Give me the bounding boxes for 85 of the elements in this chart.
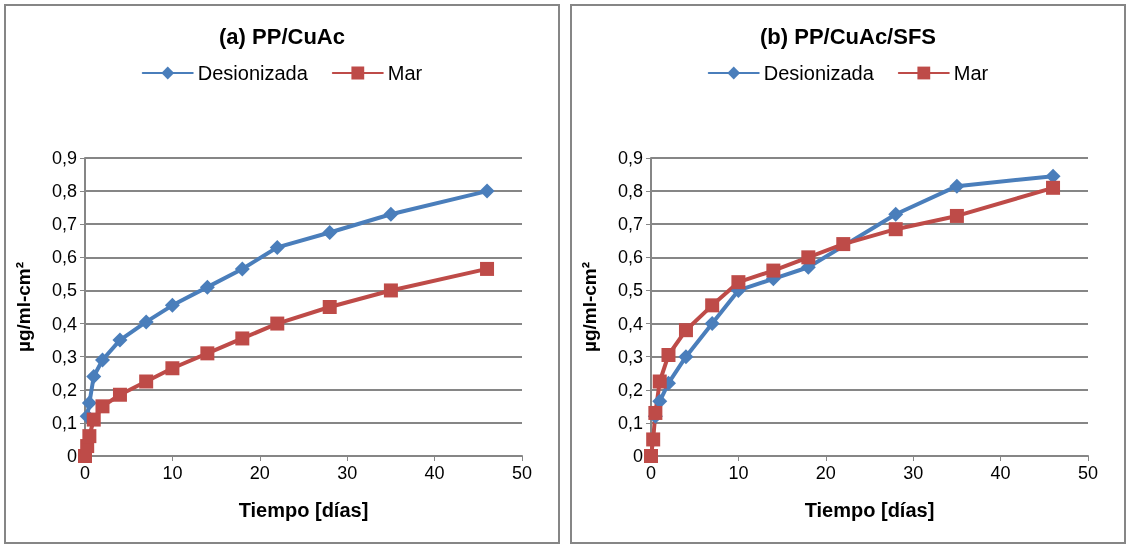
point	[95, 399, 110, 414]
y-tick-label: 0,3	[51, 346, 77, 367]
x-tick-label: 10	[728, 463, 749, 483]
x-tick-label: 30	[337, 463, 358, 483]
point	[888, 206, 904, 222]
point	[269, 239, 285, 255]
point	[678, 349, 694, 365]
point	[480, 261, 495, 276]
chart-title: (a) PP/CuAc	[219, 23, 345, 49]
y-tick-label: 0,4	[617, 313, 643, 334]
x-tick-label: 20	[815, 463, 836, 483]
y-tick-label: 0,7	[617, 214, 643, 235]
x-tick-label: 20	[249, 463, 270, 483]
y-tick-label: 0,8	[617, 181, 643, 202]
y-tick-label: 0	[66, 446, 77, 466]
point	[94, 352, 110, 368]
x-tick-label: 10	[162, 463, 183, 483]
x-tick-label: 40	[424, 463, 445, 483]
point	[801, 250, 816, 265]
point	[234, 261, 250, 277]
point	[731, 275, 746, 290]
point	[199, 279, 215, 295]
y-tick-label: 0	[632, 446, 643, 466]
point	[652, 374, 667, 389]
y-tick-label: 0,5	[617, 280, 643, 301]
point	[112, 332, 128, 348]
x-axis-title: Tiempo [días]	[804, 499, 935, 521]
point	[648, 405, 663, 420]
point	[200, 346, 215, 361]
point	[836, 237, 851, 252]
y-tick-label: 0,2	[617, 379, 643, 400]
point	[139, 374, 154, 389]
point	[678, 323, 693, 338]
y-tick-label: 0,7	[51, 214, 77, 235]
point	[235, 331, 250, 346]
y-axis-title: µg/ml-cm²	[13, 261, 34, 353]
y-tick-label: 0,4	[51, 313, 77, 334]
y-tick-label: 0,9	[51, 148, 77, 168]
point	[165, 361, 180, 376]
legend-label: Mar	[953, 62, 989, 84]
point	[164, 297, 180, 313]
point	[383, 206, 399, 222]
x-axis-title: Tiempo [días]	[238, 499, 369, 521]
y-tick-label: 0,9	[617, 148, 643, 168]
legend-label: Desionizada	[763, 62, 875, 84]
y-tick-label: 0,1	[617, 412, 643, 433]
point	[1046, 180, 1061, 195]
point	[86, 412, 101, 427]
y-tick-label: 0,8	[51, 181, 77, 202]
point	[949, 178, 965, 194]
x-tick-label: 50	[511, 463, 533, 483]
x-tick-label: 50	[1077, 463, 1099, 483]
point	[949, 208, 964, 223]
y-axis-title: µg/ml-cm²	[579, 261, 600, 353]
x-tick-label: 30	[903, 463, 924, 483]
point	[888, 222, 903, 237]
legend-label: Mar	[387, 62, 423, 84]
point	[646, 432, 661, 447]
y-tick-label: 0,6	[51, 247, 77, 268]
point	[270, 316, 285, 331]
point	[322, 225, 338, 240]
y-tick-label: 0,3	[617, 346, 643, 367]
point	[644, 449, 658, 463]
point	[112, 387, 127, 402]
point	[704, 316, 720, 332]
y-tick-label: 0,2	[51, 379, 77, 400]
x-tick-label: 40	[990, 463, 1011, 483]
y-tick-label: 0,1	[51, 412, 77, 433]
point	[81, 395, 97, 411]
point	[86, 369, 102, 385]
legend-label: Desionizada	[197, 62, 309, 84]
point	[652, 393, 668, 409]
point	[479, 183, 495, 199]
chart-title: (b) PP/CuAc/SFS	[759, 23, 937, 49]
y-tick-label: 0,6	[617, 247, 643, 268]
point	[766, 263, 781, 278]
point	[383, 283, 398, 298]
x-tick-label: 0	[79, 463, 91, 483]
x-tick-label: 0	[645, 463, 657, 483]
point	[138, 314, 154, 330]
y-tick-label: 0,5	[51, 280, 77, 301]
point	[661, 348, 676, 363]
point	[322, 300, 337, 314]
point	[705, 298, 720, 313]
point	[82, 429, 97, 444]
